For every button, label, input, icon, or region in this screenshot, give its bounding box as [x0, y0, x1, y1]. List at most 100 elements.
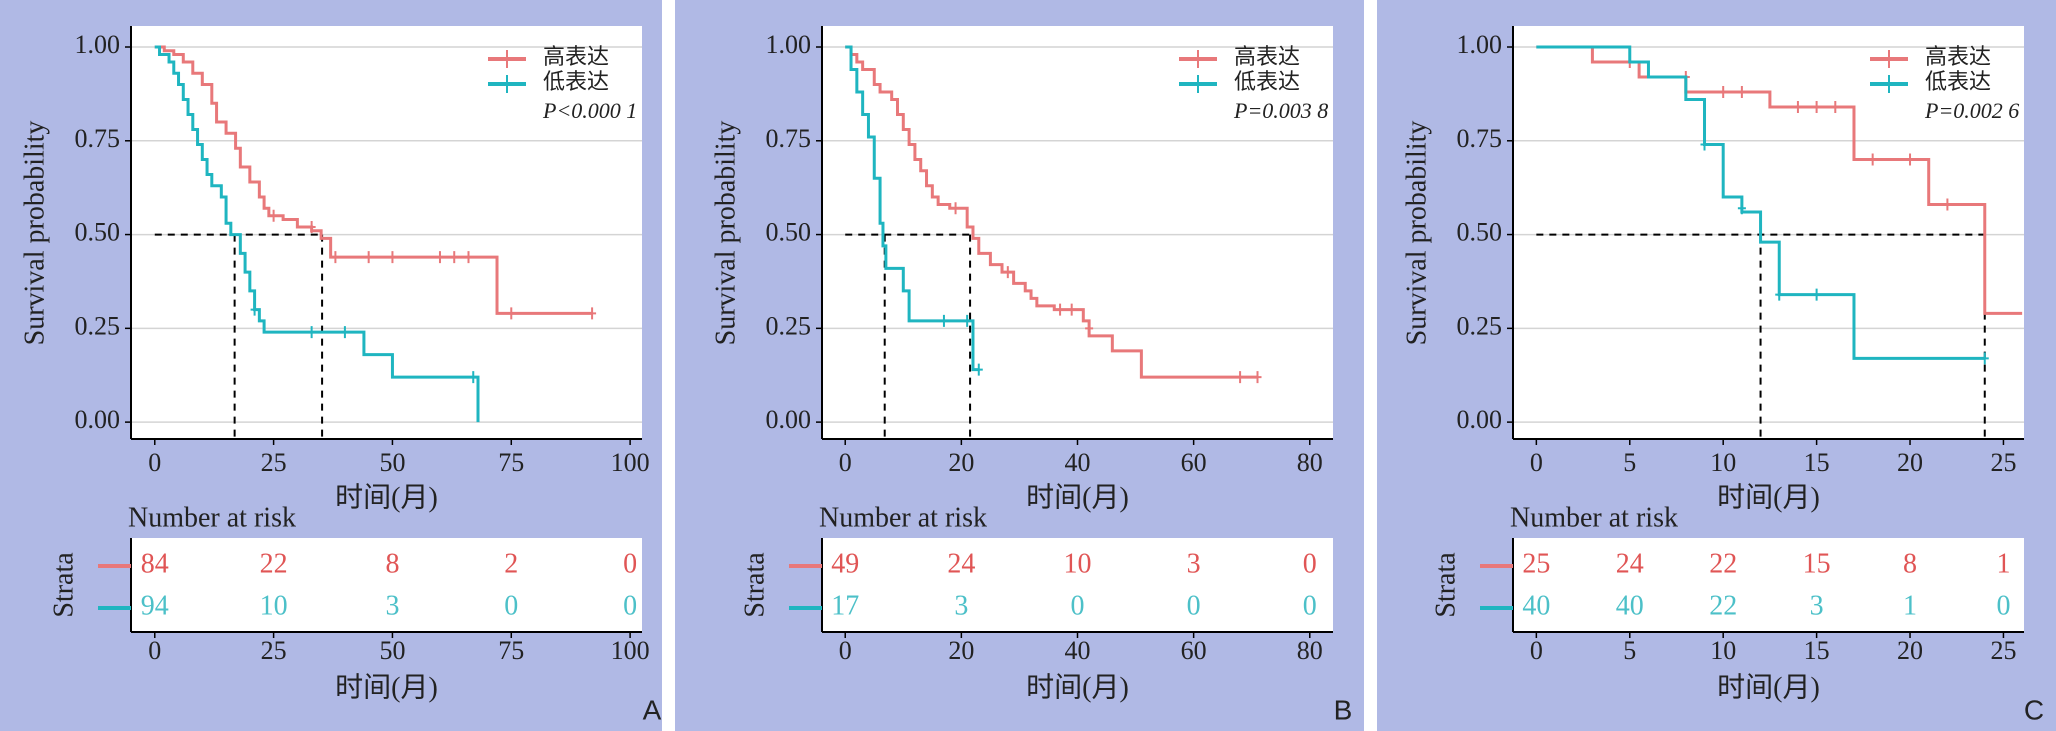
risk-area — [131, 538, 642, 632]
risk-x-tick-label: 80 — [1297, 636, 1323, 665]
x-tick-label: 5 — [1623, 448, 1636, 477]
p-value: P=0.003 8 — [1233, 98, 1328, 123]
risk-count: 0 — [623, 590, 637, 621]
censor-mark — [1812, 288, 1821, 301]
censor-mark — [435, 251, 444, 264]
survival-curve — [845, 45, 979, 372]
risk-area — [1513, 538, 2024, 632]
censor-mark — [1056, 303, 1065, 316]
risk-count: 24 — [1616, 548, 1644, 579]
plot-area — [131, 26, 642, 439]
survival-curve — [1536, 45, 1985, 360]
risk-count: 2 — [504, 548, 518, 579]
y-tick-label: 0.75 — [766, 124, 812, 153]
legend-label: 高表达 — [1234, 44, 1300, 69]
x-tick-label: 20 — [1897, 448, 1923, 477]
risk-area — [822, 538, 1333, 632]
panel-label: B — [1334, 694, 1353, 725]
risk-count: 0 — [623, 548, 637, 579]
risk-x-label: 时间(月) — [1026, 671, 1129, 703]
censor-mark — [331, 251, 340, 264]
y-tick-label: 0.25 — [1457, 311, 1503, 340]
censor-mark — [588, 307, 597, 320]
censor-mark — [939, 314, 948, 327]
risk-x-label: 时间(月) — [1717, 671, 1820, 703]
censor-mark — [1003, 266, 1012, 279]
risk-title: Number at risk — [819, 502, 987, 533]
censor-mark — [1737, 202, 1746, 215]
risk-title: Number at risk — [1510, 502, 1678, 533]
risk-x-tick-label: 10 — [1710, 636, 1736, 665]
risk-x-tick-label: 20 — [1897, 636, 1923, 665]
x-axis-label: 时间(月) — [335, 481, 438, 513]
risk-x-tick-label: 25 — [261, 636, 287, 665]
legend-label: 低表达 — [1234, 69, 1300, 94]
y-tick-label: 1.00 — [75, 30, 121, 59]
survival-curve — [154, 45, 480, 423]
censor-mark — [1868, 153, 1877, 166]
risk-x-tick-label: 15 — [1804, 636, 1830, 665]
y-tick-label: 0.00 — [766, 405, 812, 434]
risk-x-tick-label: 50 — [379, 636, 405, 665]
censor-mark — [307, 221, 316, 234]
risk-count: 1 — [1903, 590, 1917, 621]
risk-count: 40 — [1616, 590, 1644, 621]
x-tick-label: 20 — [948, 448, 974, 477]
risk-count: 0 — [1071, 590, 1085, 621]
x-tick-label: 25 — [1990, 448, 2016, 477]
censor-mark — [963, 314, 972, 327]
x-axis-label: 时间(月) — [1717, 481, 1820, 513]
censor-mark — [1067, 303, 1076, 316]
risk-count: 3 — [954, 590, 968, 621]
y-axis-label: Survival probability — [19, 121, 50, 346]
x-tick-label: 75 — [498, 448, 524, 477]
risk-x-tick-label: 60 — [1181, 636, 1207, 665]
x-tick-label: 10 — [1710, 448, 1736, 477]
risk-count: 22 — [1709, 548, 1737, 579]
panel-label: A — [643, 694, 662, 725]
risk-count: 15 — [1803, 548, 1831, 579]
y-tick-label: 0.75 — [75, 124, 121, 153]
risk-x-tick-label: 25 — [1990, 636, 2016, 665]
risk-x-tick-label: 5 — [1623, 636, 1636, 665]
x-tick-label: 40 — [1065, 448, 1091, 477]
censor-mark — [1980, 352, 1989, 365]
x-tick-label: 15 — [1804, 448, 1830, 477]
risk-x-tick-label: 75 — [498, 636, 524, 665]
risk-title: Number at risk — [128, 502, 296, 533]
y-tick-label: 0.50 — [1457, 218, 1503, 247]
risk-x-tick-label: 40 — [1065, 636, 1091, 665]
x-tick-label: 60 — [1181, 448, 1207, 477]
y-tick-label: 0.50 — [75, 218, 121, 247]
risk-count: 25 — [1522, 548, 1550, 579]
censor-mark — [269, 209, 278, 222]
risk-count: 17 — [831, 590, 859, 621]
censor-mark — [1793, 101, 1802, 114]
risk-count: 0 — [1187, 590, 1201, 621]
risk-count: 10 — [260, 590, 288, 621]
y-tick-label: 0.25 — [75, 311, 121, 340]
y-tick-label: 1.00 — [766, 30, 812, 59]
risk-x-tick-label: 0 — [839, 636, 852, 665]
risk-ylabel: Strata — [48, 552, 79, 618]
censor-mark — [1831, 101, 1840, 114]
censor-mark — [951, 202, 960, 215]
censor-mark — [469, 371, 478, 384]
censor-mark — [340, 326, 349, 339]
x-tick-label: 0 — [839, 448, 852, 477]
censor-mark — [250, 303, 259, 316]
censor-mark — [1906, 153, 1915, 166]
p-value: P<0.000 1 — [542, 98, 637, 123]
risk-ylabel: Strata — [1430, 552, 1461, 618]
risk-x-tick-label: 100 — [611, 636, 650, 665]
y-tick-label: 0.75 — [1457, 124, 1503, 153]
censor-mark — [1236, 371, 1245, 384]
censor-mark — [1737, 86, 1746, 99]
risk-count: 84 — [141, 548, 169, 579]
x-tick-label: 50 — [379, 448, 405, 477]
censor-mark — [1253, 371, 1262, 384]
legend-label: 高表达 — [1925, 44, 1991, 69]
censor-mark — [1700, 138, 1709, 151]
